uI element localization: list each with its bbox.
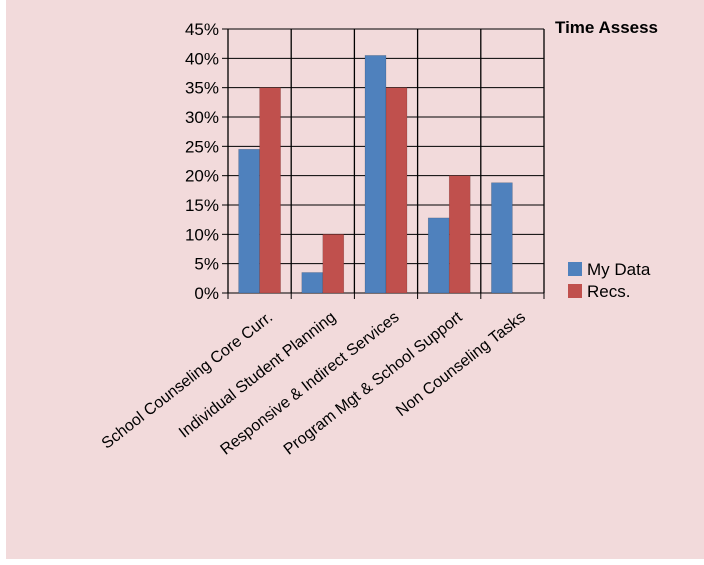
legend: My Data Recs. xyxy=(568,260,651,301)
bar-recs xyxy=(259,87,281,294)
y-tick-label: 30% xyxy=(185,108,219,127)
y-tick-label: 45% xyxy=(185,20,219,39)
bar-my-data xyxy=(491,182,513,294)
bar-recs xyxy=(322,234,345,294)
bar-recs xyxy=(385,87,408,294)
legend-swatch xyxy=(568,284,582,298)
plot-area: 0%5%10%15%20%25%30%35%40%45%School Couns… xyxy=(99,20,545,458)
y-tick-label: 20% xyxy=(185,167,219,186)
bar-my-data xyxy=(238,149,260,294)
bar-my-data xyxy=(301,272,324,294)
y-tick-label: 0% xyxy=(194,284,219,303)
y-tick-label: 35% xyxy=(185,79,219,98)
legend-label: Recs. xyxy=(587,282,630,301)
bar-my-data xyxy=(364,55,387,294)
bar-recs xyxy=(448,175,471,294)
legend-label: My Data xyxy=(587,260,651,279)
y-tick-label: 25% xyxy=(185,137,219,156)
legend-swatch xyxy=(568,262,582,276)
y-tick-label: 5% xyxy=(194,255,219,274)
bar-chart: Time Assess 0% 5% 10% 15% 20% 25% 30% 35% 40% 45%… xyxy=(99,18,658,458)
chart-title: Time Assess xyxy=(555,18,658,37)
bar-my-data xyxy=(427,217,450,294)
y-tick-label: 15% xyxy=(185,196,219,215)
y-tick-label: 40% xyxy=(185,49,219,68)
chart-area: Time Assess 0% 5% 10% 15% 20% 25% 30% 35% 40% 45%… xyxy=(6,0,704,559)
y-tick-label: 10% xyxy=(185,225,219,244)
